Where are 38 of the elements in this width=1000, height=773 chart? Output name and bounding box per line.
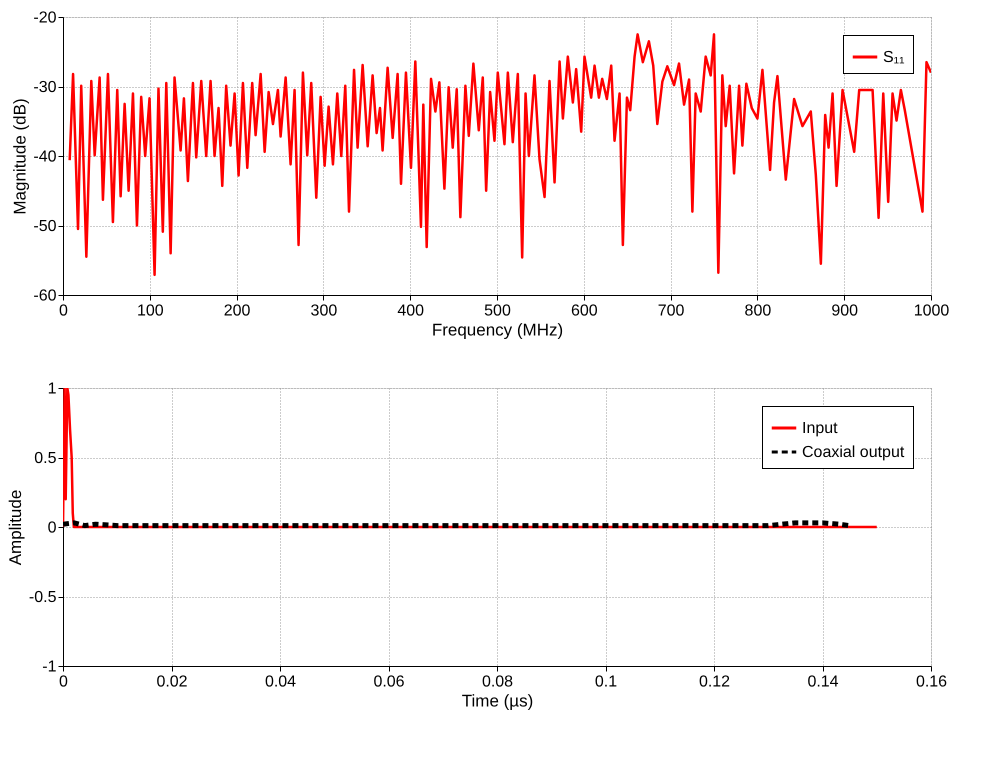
x-tick-label: 0.02 [156,674,188,690]
legend-label: Coaxial output [802,444,905,461]
x-tick-label: 700 [658,302,685,320]
legend-label: Input [802,420,838,437]
x-tick-label: 0.04 [264,674,296,690]
x-tick-label: 100 [136,302,164,320]
x-axis-title: Frequency (MHz) [432,320,564,340]
x-tick-label: 0.06 [373,674,405,690]
x-tick-label: 1000 [914,302,950,320]
x-tick-label: 0.14 [807,674,839,690]
y-tick-label: -40 [33,148,57,166]
y-axis-title: Magnitude (dB) [10,98,30,215]
x-tick-label: 400 [397,302,424,320]
x-axis-title: Time (µs) [462,692,534,710]
y-tick-label: -0.5 [28,589,57,606]
y-axis-title: Amplitude [6,490,25,566]
x-tick-label: 200 [224,302,251,320]
x-tick-label: 0 [59,674,68,690]
x-tick-label: 300 [310,302,338,320]
y-tick-label: -60 [33,288,57,304]
x-tick-label: 0.16 [916,674,948,690]
legend-label: S₁₁ [883,49,904,66]
y-tick-label: 0 [48,520,57,536]
x-tick-label: 0.1 [594,674,618,690]
y-tick-label: -50 [33,218,57,235]
x-tick-label: 600 [570,302,598,320]
x-tick-label: 800 [744,302,772,320]
y-tick-label: -20 [33,10,57,26]
x-tick-label: 0.12 [698,674,730,690]
y-tick-label: 1 [48,380,57,398]
x-tick-label: 500 [484,302,511,320]
x-tick-label: 900 [831,302,858,320]
x-tick-label: 0 [59,302,68,320]
line-series [68,33,931,276]
x-tick-label: 0.08 [482,674,514,690]
y-tick-label: -30 [33,79,57,96]
y-tick-label: 0.5 [34,450,57,467]
y-tick-label: -1 [42,658,57,676]
